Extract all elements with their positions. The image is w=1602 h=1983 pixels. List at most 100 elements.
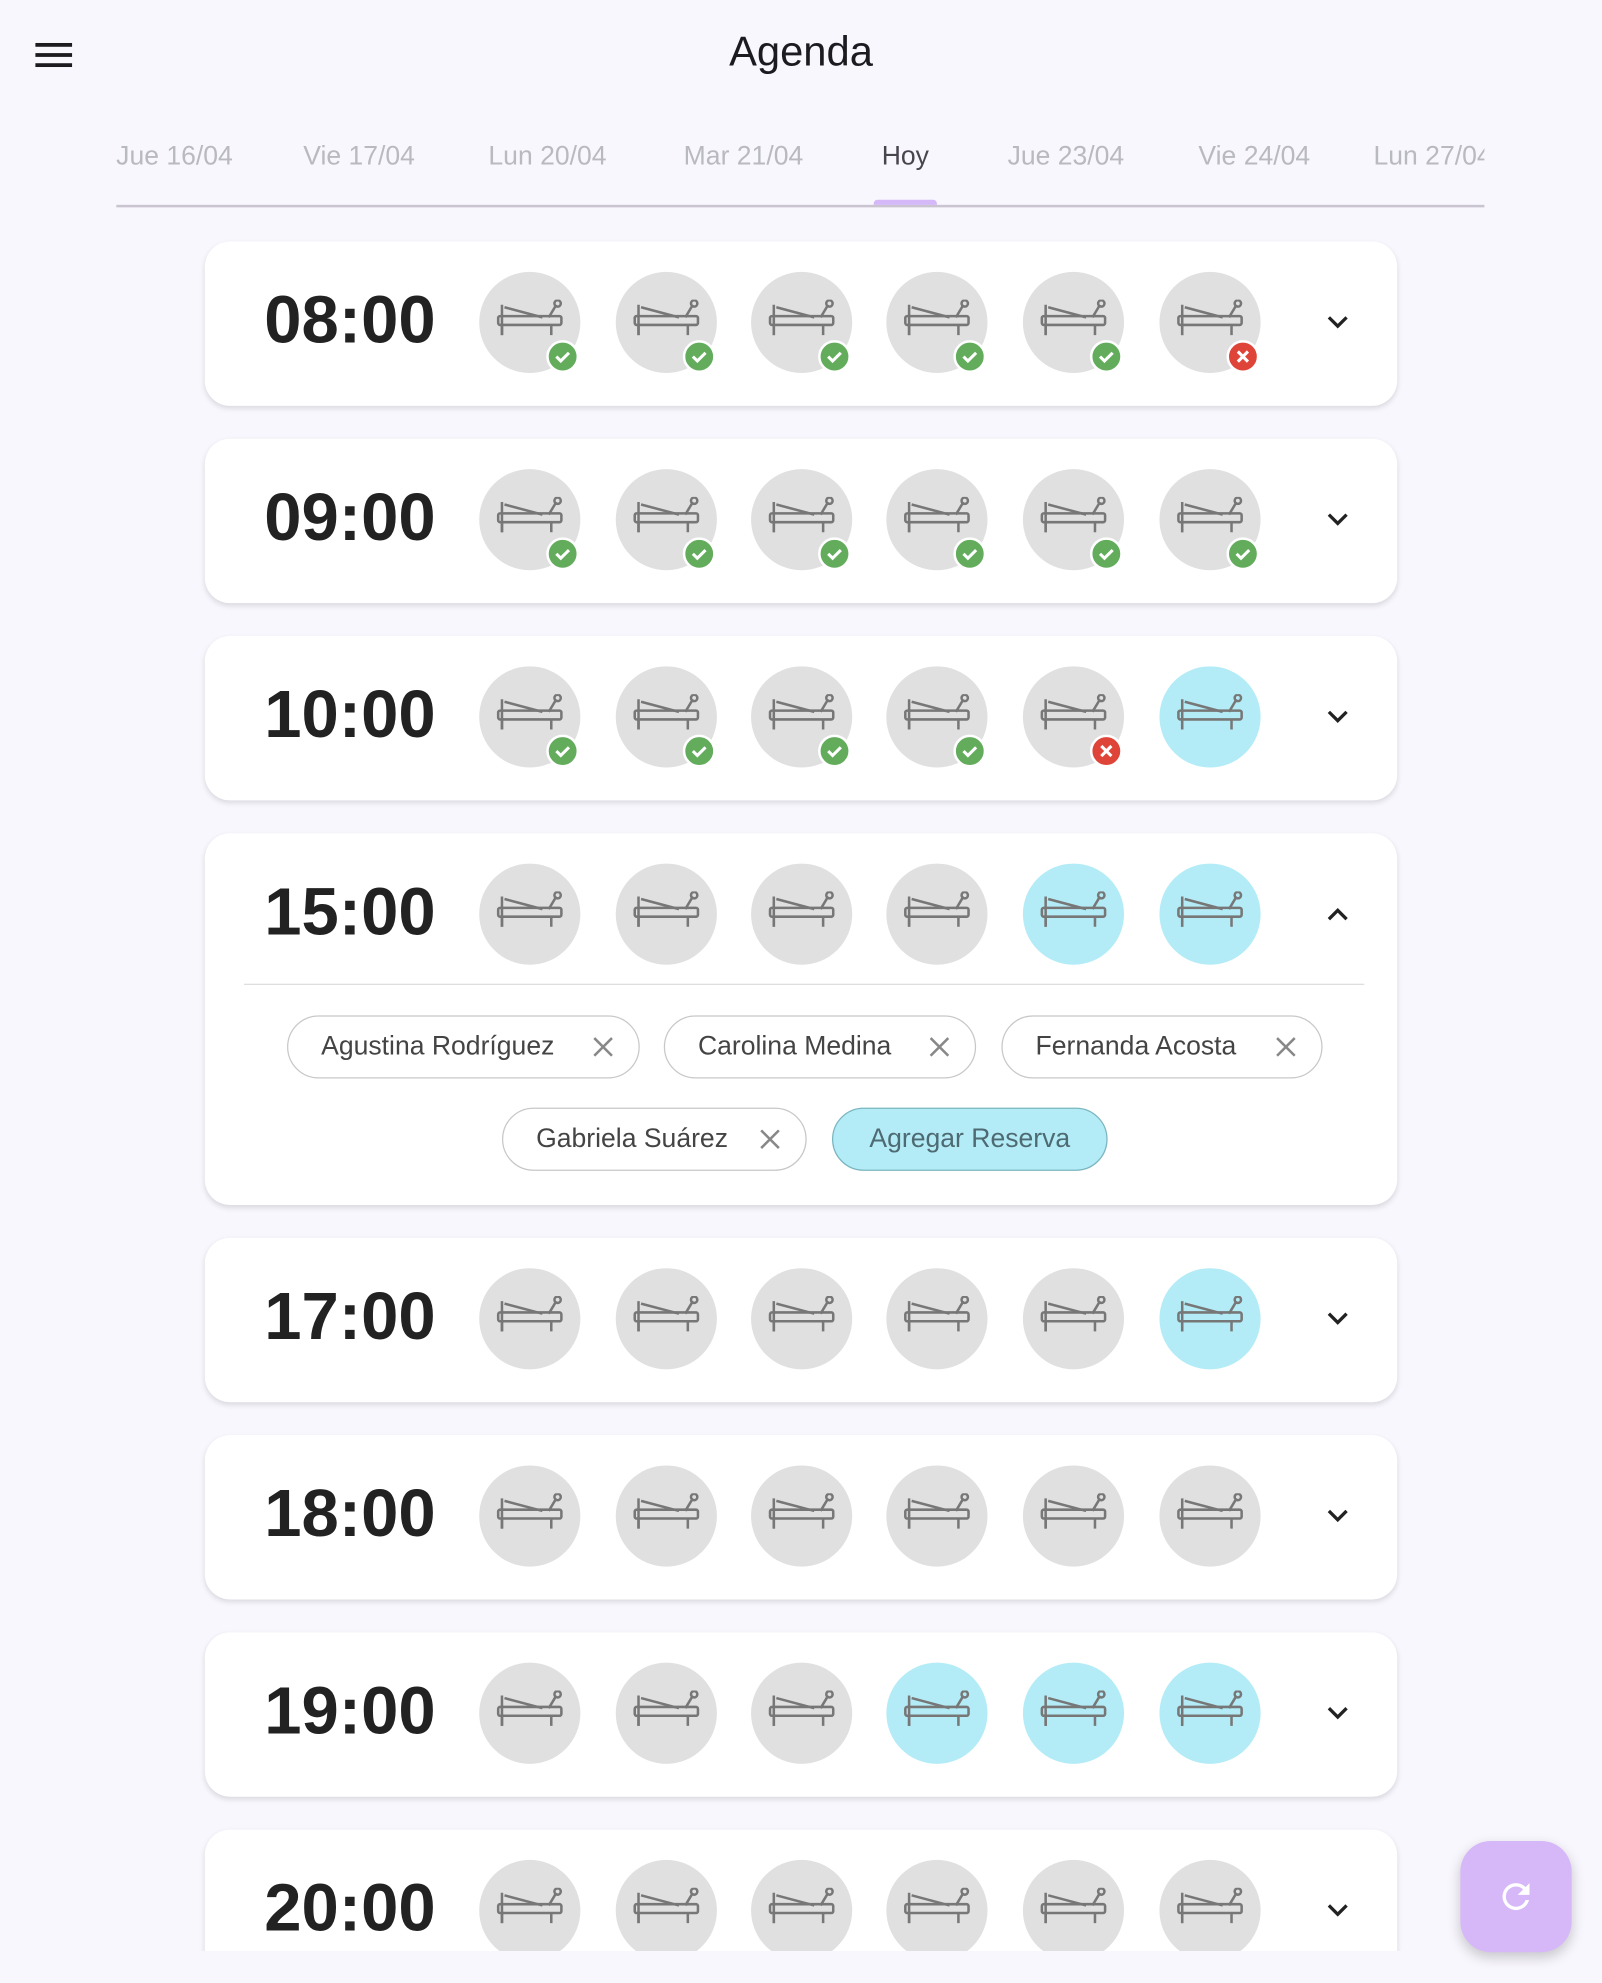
time-slot-card: 10:00: [204, 635, 1398, 801]
check-icon: [682, 340, 716, 373]
bed-occupied[interactable]: [479, 1268, 581, 1370]
remove-booking-icon[interactable]: [590, 1034, 615, 1059]
remove-booking-icon[interactable]: [927, 1034, 952, 1059]
bed-free[interactable]: [1022, 1662, 1125, 1764]
divider: [244, 983, 1365, 985]
bed-occupied[interactable]: [1022, 1268, 1125, 1370]
reformer-bed-icon: [1040, 1690, 1107, 1726]
slot-time: 17:00: [264, 1279, 436, 1355]
reformer-bed-icon: [1040, 1296, 1107, 1332]
bed-occupied[interactable]: [751, 1268, 853, 1370]
bed-occupied[interactable]: [479, 863, 581, 965]
bed-free[interactable]: [1159, 666, 1261, 768]
check-icon: [546, 734, 580, 768]
tab-jue-23-04[interactable]: Jue 23/04: [1007, 141, 1125, 171]
tab-indicator: [873, 199, 937, 205]
reformer-bed-icon: [496, 1887, 563, 1924]
chevron-down-icon[interactable]: [1318, 697, 1358, 737]
bed-occupied[interactable]: [1022, 1465, 1125, 1567]
chevron-down-icon[interactable]: [1318, 1299, 1358, 1339]
remove-booking-icon[interactable]: [757, 1127, 782, 1152]
check-icon: [682, 734, 716, 768]
bed-occupied[interactable]: [886, 469, 988, 571]
tab-lun-20-04[interactable]: Lun 20/04: [488, 141, 607, 171]
reformer-bed-icon: [1177, 1887, 1243, 1924]
bed-occupied[interactable]: [751, 1859, 853, 1951]
chevron-down-icon[interactable]: [1318, 1890, 1358, 1930]
reformer-bed-icon: [633, 496, 700, 533]
bed-occupied[interactable]: [479, 1859, 581, 1951]
tab-vie-17-04[interactable]: Vie 17/04: [303, 141, 415, 171]
reformer-bed-icon: [768, 299, 835, 336]
bed-occupied[interactable]: [886, 1465, 988, 1567]
add-booking-button[interactable]: Agregar Reserva: [831, 1107, 1108, 1171]
tab-lun-27-04[interactable]: Lun 27/04: [1373, 141, 1485, 171]
bed-occupied[interactable]: [1159, 1859, 1261, 1951]
bed-occupied[interactable]: [615, 469, 717, 571]
slot-time: 18:00: [264, 1476, 436, 1552]
bed-occupied[interactable]: [1159, 469, 1261, 571]
reformer-bed-icon: [496, 694, 563, 730]
reformer-bed-icon: [496, 1493, 563, 1529]
bed-occupied[interactable]: [751, 666, 853, 768]
bed-occupied[interactable]: [615, 1268, 717, 1370]
bed-occupied[interactable]: [751, 863, 853, 965]
bed-free[interactable]: [886, 1662, 988, 1764]
bed-occupied[interactable]: [886, 271, 988, 373]
reformer-bed-icon: [633, 299, 700, 336]
bed-occupied[interactable]: [1022, 469, 1125, 571]
chevron-down-icon[interactable]: [1318, 1496, 1358, 1536]
tab-vie-24-04[interactable]: Vie 24/04: [1198, 141, 1311, 171]
reformer-bed-icon: [1040, 694, 1107, 730]
bed-occupied[interactable]: [1022, 271, 1125, 373]
bed-occupied[interactable]: [479, 469, 581, 571]
check-icon: [546, 537, 580, 571]
hamburger-menu-icon[interactable]: [33, 38, 76, 73]
bed-occupied[interactable]: [1159, 1465, 1261, 1567]
check-icon: [546, 340, 580, 373]
bed-occupied[interactable]: [615, 666, 717, 768]
remove-booking-icon[interactable]: [1273, 1034, 1298, 1059]
bed-occupied[interactable]: [886, 1268, 988, 1370]
bed-occupied[interactable]: [615, 863, 717, 965]
bed-occupied[interactable]: [1022, 1859, 1125, 1951]
slot-time: 10:00: [264, 677, 436, 753]
chevron-down-icon[interactable]: [1318, 302, 1358, 342]
bed-occupied[interactable]: [1159, 271, 1261, 373]
reformer-bed-icon: [1177, 1690, 1243, 1726]
tab-jue-16-04[interactable]: Jue 16/04: [116, 141, 233, 171]
bed-occupied[interactable]: [751, 469, 853, 571]
bed-free[interactable]: [1159, 1662, 1261, 1764]
bed-occupied[interactable]: [751, 271, 853, 373]
bed-free[interactable]: [1159, 863, 1261, 965]
bed-occupied[interactable]: [479, 666, 581, 768]
reformer-bed-icon: [904, 891, 970, 927]
reformer-bed-icon: [496, 1690, 563, 1726]
bed-occupied[interactable]: [1022, 666, 1125, 768]
bed-occupied[interactable]: [751, 1662, 853, 1764]
check-icon: [682, 537, 716, 571]
reformer-bed-icon: [768, 1690, 835, 1726]
reformer-bed-icon: [768, 1296, 835, 1332]
bed-free[interactable]: [1159, 1268, 1261, 1370]
tab-mar-21-04[interactable]: Mar 21/04: [683, 141, 804, 171]
bed-occupied[interactable]: [615, 271, 717, 373]
bed-occupied[interactable]: [615, 1465, 717, 1567]
chevron-down-icon[interactable]: [1318, 1693, 1358, 1733]
bed-occupied[interactable]: [479, 271, 581, 373]
bed-occupied[interactable]: [479, 1662, 581, 1764]
bed-occupied[interactable]: [615, 1662, 717, 1764]
chevron-down-icon[interactable]: [1318, 499, 1358, 539]
bed-occupied[interactable]: [886, 666, 988, 768]
reformer-bed-icon: [904, 1690, 970, 1726]
bed-occupied[interactable]: [886, 1859, 988, 1951]
bed-occupied[interactable]: [479, 1465, 581, 1567]
refresh-button[interactable]: [1460, 1840, 1572, 1953]
bed-free[interactable]: [1022, 863, 1125, 965]
bed-occupied[interactable]: [886, 863, 988, 965]
tab-hoy[interactable]: Hoy: [881, 141, 929, 171]
chevron-up-icon[interactable]: [1318, 894, 1358, 934]
bed-occupied[interactable]: [751, 1465, 853, 1567]
bed-occupied[interactable]: [615, 1859, 717, 1951]
